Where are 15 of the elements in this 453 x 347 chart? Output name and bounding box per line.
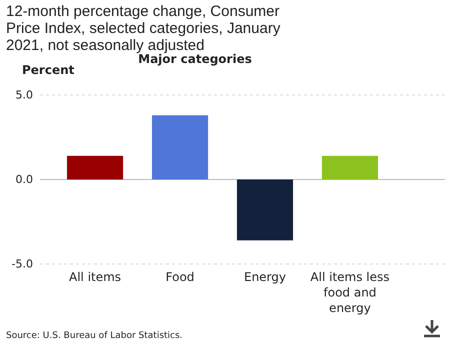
y-tick-label: 5.0 [16, 88, 33, 102]
x-tick-label: All items [69, 270, 122, 284]
chart-title: 12-month percentage change, Consumer Price Index, selected categories, January 2021, not seasonally adjusted [6, 3, 281, 54]
source-note: Source: U.S. Bureau of Labor Statistics. [6, 331, 183, 341]
bar [66, 156, 124, 180]
x-axis-title: Major categories [138, 52, 252, 66]
y-axis-title: Percent [22, 63, 75, 77]
x-tick-label: Energy [244, 270, 286, 284]
y-tick-label: 0.0 [16, 173, 33, 186]
y-tick-label: -5.0 [12, 258, 33, 271]
x-tick-label: All items less food and energy [310, 270, 390, 316]
x-tick-label: Food [166, 270, 194, 284]
bar [152, 115, 208, 180]
bar [322, 156, 378, 180]
bar [236, 180, 294, 240]
